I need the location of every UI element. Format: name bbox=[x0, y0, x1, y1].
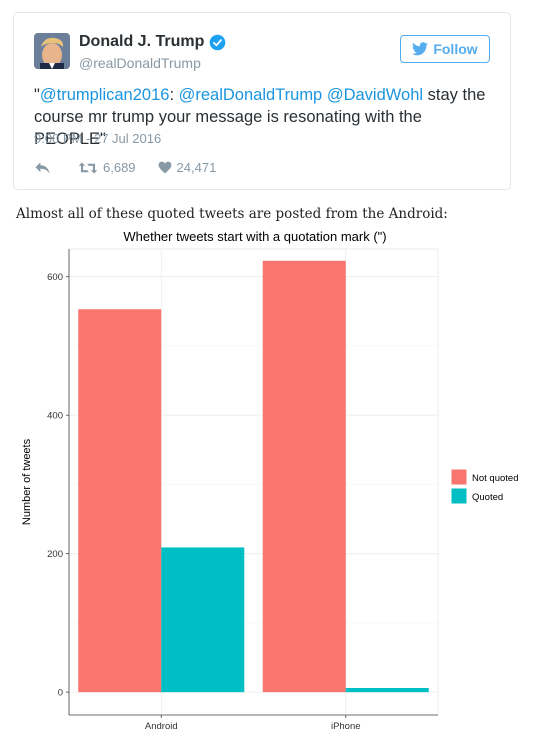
embedded-tweet: Donald J. Trump @realDonaldTrump Follow … bbox=[13, 12, 511, 190]
like-count: 24,471 bbox=[176, 160, 217, 175]
y-tick-label: 200 bbox=[47, 549, 63, 560]
mention-link[interactable]: @DavidWohl bbox=[326, 86, 424, 104]
bars bbox=[78, 260, 429, 693]
y-axis-label: Number of tweets bbox=[21, 438, 33, 525]
bar-android-quoted bbox=[161, 547, 245, 693]
twitter-bird-icon bbox=[412, 42, 429, 56]
verified-badge-icon bbox=[210, 34, 226, 50]
avatar-image bbox=[34, 33, 70, 69]
avatar[interactable] bbox=[34, 33, 70, 69]
tweet-timestamp[interactable]: 9:00 PM - 27 Jul 2016 bbox=[34, 131, 162, 146]
reply-icon bbox=[35, 161, 50, 174]
y-tick-label: 0 bbox=[58, 688, 63, 699]
retweet-count: 6,689 bbox=[103, 160, 136, 175]
tweet-colon: : bbox=[169, 86, 175, 104]
tweet-actions: 6,689 24,471 bbox=[34, 160, 238, 175]
x-tick-label: iPhone bbox=[331, 721, 361, 732]
follow-button[interactable]: Follow bbox=[400, 35, 490, 63]
retweet-action[interactable]: 6,689 bbox=[78, 160, 136, 175]
tweet-author-name[interactable]: Donald J. Trump bbox=[79, 33, 205, 50]
legend-swatch bbox=[450, 468, 468, 486]
mention-link[interactable]: @trumplican2016 bbox=[39, 86, 170, 104]
heart-icon bbox=[158, 161, 171, 174]
y-tick-label: 600 bbox=[47, 272, 63, 283]
chart-title: Whether tweets start with a quotation ma… bbox=[123, 229, 386, 244]
retweet-icon bbox=[78, 161, 98, 174]
y-tick-label: 400 bbox=[47, 411, 63, 422]
follow-label: Follow bbox=[433, 41, 478, 57]
tweet-body: stay the course mr trump your message is… bbox=[34, 86, 486, 148]
axes: Android iPhone 0 200 400 600 bbox=[47, 249, 438, 732]
legend-label: Not quoted bbox=[472, 473, 518, 484]
legend: Not quoted Quoted bbox=[450, 468, 518, 505]
tweet-quote-open: " bbox=[34, 86, 40, 104]
tweet-text: "@trumplican2016: @realDonaldTrump @Davi… bbox=[34, 84, 496, 150]
legend-label: Quoted bbox=[472, 492, 503, 503]
bar-iphone-not-quoted bbox=[262, 260, 346, 693]
bar-android-not-quoted bbox=[78, 309, 162, 693]
bar-iphone-quoted bbox=[345, 687, 429, 693]
legend-swatch bbox=[450, 487, 468, 505]
x-tick-label: Android bbox=[145, 721, 178, 732]
mention-link[interactable]: @realDonaldTrump bbox=[178, 86, 323, 104]
quoted-tweets-bar-chart: Whether tweets start with a quotation ma… bbox=[21, 229, 518, 732]
reply-action[interactable] bbox=[34, 161, 56, 175]
caption: Almost all of these quoted tweets are po… bbox=[16, 206, 448, 222]
like-action[interactable]: 24,471 bbox=[158, 160, 217, 175]
tweet-author-handle[interactable]: @realDonaldTrump bbox=[79, 55, 201, 71]
